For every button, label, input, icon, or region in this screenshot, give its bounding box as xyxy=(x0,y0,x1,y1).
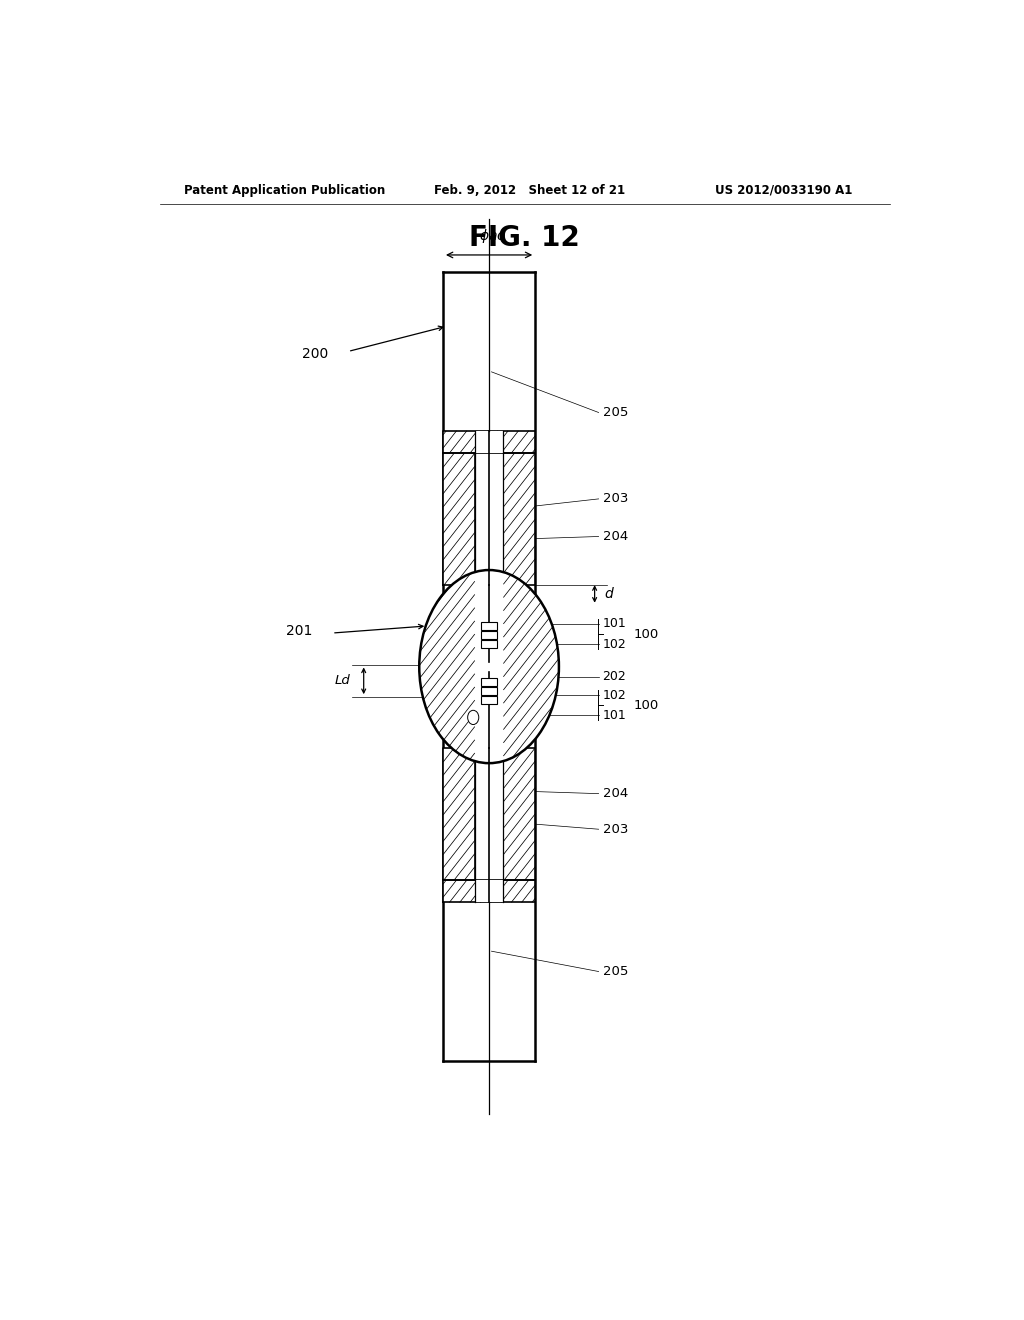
Bar xyxy=(443,272,536,1061)
Text: 200: 200 xyxy=(302,347,328,360)
Text: 101: 101 xyxy=(602,709,627,722)
Bar xyxy=(504,453,536,585)
Text: 204: 204 xyxy=(602,531,628,543)
Text: Patent Application Publication: Patent Application Publication xyxy=(183,183,385,197)
Bar xyxy=(475,453,504,585)
Bar xyxy=(443,430,536,453)
Text: Feb. 9, 2012   Sheet 12 of 21: Feb. 9, 2012 Sheet 12 of 21 xyxy=(433,183,625,197)
Text: FIG. 12: FIG. 12 xyxy=(469,224,581,252)
Text: 100: 100 xyxy=(634,627,658,640)
Text: 102: 102 xyxy=(602,638,627,651)
Text: Ld: Ld xyxy=(335,675,350,688)
Text: 201: 201 xyxy=(286,624,312,638)
Bar xyxy=(504,748,536,880)
Text: US 2012/0033190 A1: US 2012/0033190 A1 xyxy=(715,183,853,197)
Text: 203: 203 xyxy=(602,492,628,506)
Ellipse shape xyxy=(419,570,559,763)
Bar xyxy=(475,748,504,880)
Bar xyxy=(443,880,536,903)
Text: 203: 203 xyxy=(602,822,628,836)
Bar xyxy=(475,430,504,453)
Bar xyxy=(481,696,497,704)
Text: 101: 101 xyxy=(602,618,627,631)
Text: $\phi$ao: $\phi$ao xyxy=(479,227,507,244)
Bar xyxy=(443,453,475,585)
Text: 205: 205 xyxy=(602,407,628,418)
Text: 100: 100 xyxy=(634,698,658,711)
Bar xyxy=(481,631,497,639)
Bar xyxy=(481,640,497,648)
Bar xyxy=(481,686,497,696)
Text: 202: 202 xyxy=(602,671,627,684)
Text: $\phi$ai: $\phi$ai xyxy=(524,678,546,696)
Bar xyxy=(443,748,475,880)
Circle shape xyxy=(468,710,479,725)
Text: 205: 205 xyxy=(602,965,628,978)
Text: 204: 204 xyxy=(602,787,628,800)
Bar xyxy=(481,677,497,686)
Text: 102: 102 xyxy=(602,689,627,701)
Text: d: d xyxy=(604,587,613,601)
Bar xyxy=(475,880,504,903)
Bar xyxy=(481,622,497,630)
